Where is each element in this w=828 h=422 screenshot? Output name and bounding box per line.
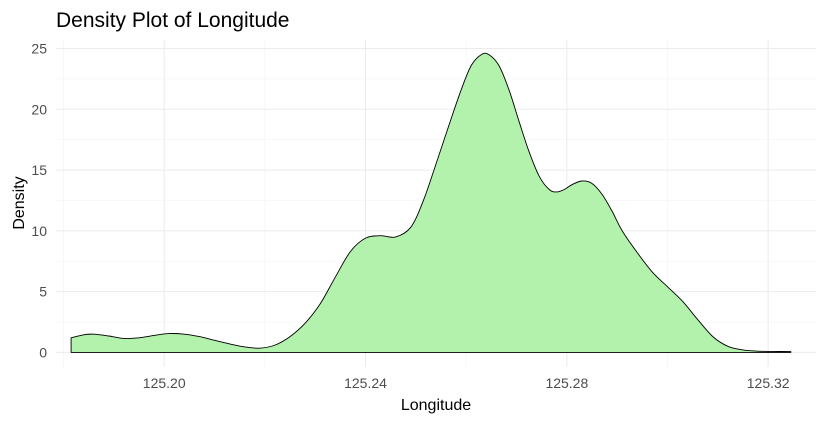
y-axis-ticks: 0 5 10 15 20 25 xyxy=(31,41,47,361)
y-tick-label: 25 xyxy=(31,41,47,57)
x-tick-label: 125.24 xyxy=(344,375,387,391)
x-axis-title: Longitude xyxy=(401,397,471,414)
x-axis-ticks: 125.20 125.24 125.28 125.32 xyxy=(143,375,790,391)
x-tick-label: 125.28 xyxy=(545,375,588,391)
x-tick-label: 125.20 xyxy=(143,375,186,391)
density-area-group xyxy=(70,52,792,353)
x-tick-label: 125.32 xyxy=(747,375,790,391)
chart-title: Density Plot of Longitude xyxy=(56,9,289,32)
density-outline xyxy=(70,52,792,353)
y-tick-label: 20 xyxy=(31,101,47,117)
y-tick-label: 0 xyxy=(39,344,47,360)
y-tick-label: 5 xyxy=(39,284,47,300)
y-tick-label: 15 xyxy=(31,162,47,178)
y-axis-title: Density xyxy=(11,176,28,229)
y-tick-label: 10 xyxy=(31,223,47,239)
density-area-fill xyxy=(71,53,791,353)
